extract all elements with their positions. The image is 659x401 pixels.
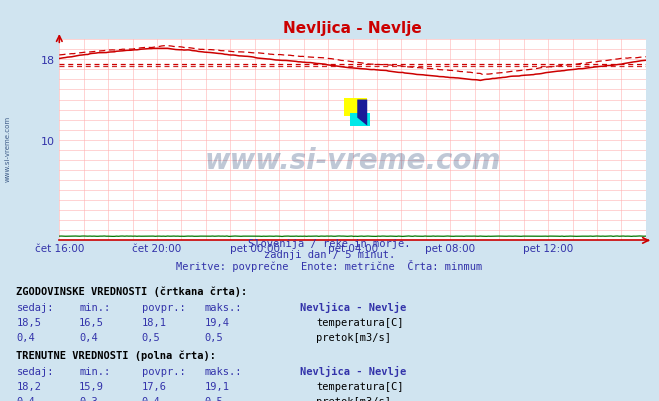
Text: 18,2: 18,2 bbox=[16, 381, 42, 391]
Text: 15,9: 15,9 bbox=[79, 381, 104, 391]
Text: temperatura[C]: temperatura[C] bbox=[316, 381, 404, 391]
Text: Slovenija / reke in morje.: Slovenija / reke in morje. bbox=[248, 239, 411, 249]
Text: povpr.:: povpr.: bbox=[142, 302, 185, 312]
Text: 16,5: 16,5 bbox=[79, 317, 104, 327]
Text: 19,4: 19,4 bbox=[204, 317, 229, 327]
Text: povpr.:: povpr.: bbox=[142, 366, 185, 376]
Text: maks.:: maks.: bbox=[204, 302, 242, 312]
Text: 0,4: 0,4 bbox=[16, 332, 35, 342]
Text: 0,4: 0,4 bbox=[79, 332, 98, 342]
Text: 0,5: 0,5 bbox=[204, 396, 223, 401]
Text: 18,1: 18,1 bbox=[142, 317, 167, 327]
Text: sedaj:: sedaj: bbox=[16, 366, 54, 376]
Text: min.:: min.: bbox=[79, 302, 110, 312]
Text: Nevljica - Nevlje: Nevljica - Nevlje bbox=[300, 301, 406, 312]
Text: 19,1: 19,1 bbox=[204, 381, 229, 391]
Text: Meritve: povprečne  Enote: metrične  Črta: minmum: Meritve: povprečne Enote: metrične Črta:… bbox=[177, 259, 482, 271]
Text: www.si-vreme.com: www.si-vreme.com bbox=[204, 146, 501, 174]
Text: 17,6: 17,6 bbox=[142, 381, 167, 391]
Text: Nevljica - Nevlje: Nevljica - Nevlje bbox=[300, 365, 406, 376]
Text: sedaj:: sedaj: bbox=[16, 302, 54, 312]
Text: zadnji dan / 5 minut.: zadnji dan / 5 minut. bbox=[264, 250, 395, 260]
Text: 0,3: 0,3 bbox=[79, 396, 98, 401]
Title: Nevljica - Nevlje: Nevljica - Nevlje bbox=[283, 21, 422, 36]
Text: pretok[m3/s]: pretok[m3/s] bbox=[316, 396, 391, 401]
Text: pretok[m3/s]: pretok[m3/s] bbox=[316, 332, 391, 342]
Text: 0,5: 0,5 bbox=[142, 332, 160, 342]
Text: ZGODOVINSKE VREDNOSTI (črtkana črta):: ZGODOVINSKE VREDNOSTI (črtkana črta): bbox=[16, 286, 248, 297]
Text: 0,4: 0,4 bbox=[16, 396, 35, 401]
Text: TRENUTNE VREDNOSTI (polna črta):: TRENUTNE VREDNOSTI (polna črta): bbox=[16, 350, 216, 360]
Text: temperatura[C]: temperatura[C] bbox=[316, 317, 404, 327]
Bar bbox=[344, 99, 367, 116]
Text: www.si-vreme.com: www.si-vreme.com bbox=[5, 115, 11, 181]
Text: 0,5: 0,5 bbox=[204, 332, 223, 342]
Text: maks.:: maks.: bbox=[204, 366, 242, 376]
Text: 18,5: 18,5 bbox=[16, 317, 42, 327]
Polygon shape bbox=[357, 100, 367, 126]
Bar bbox=[350, 113, 370, 126]
Text: 0,4: 0,4 bbox=[142, 396, 160, 401]
Text: min.:: min.: bbox=[79, 366, 110, 376]
